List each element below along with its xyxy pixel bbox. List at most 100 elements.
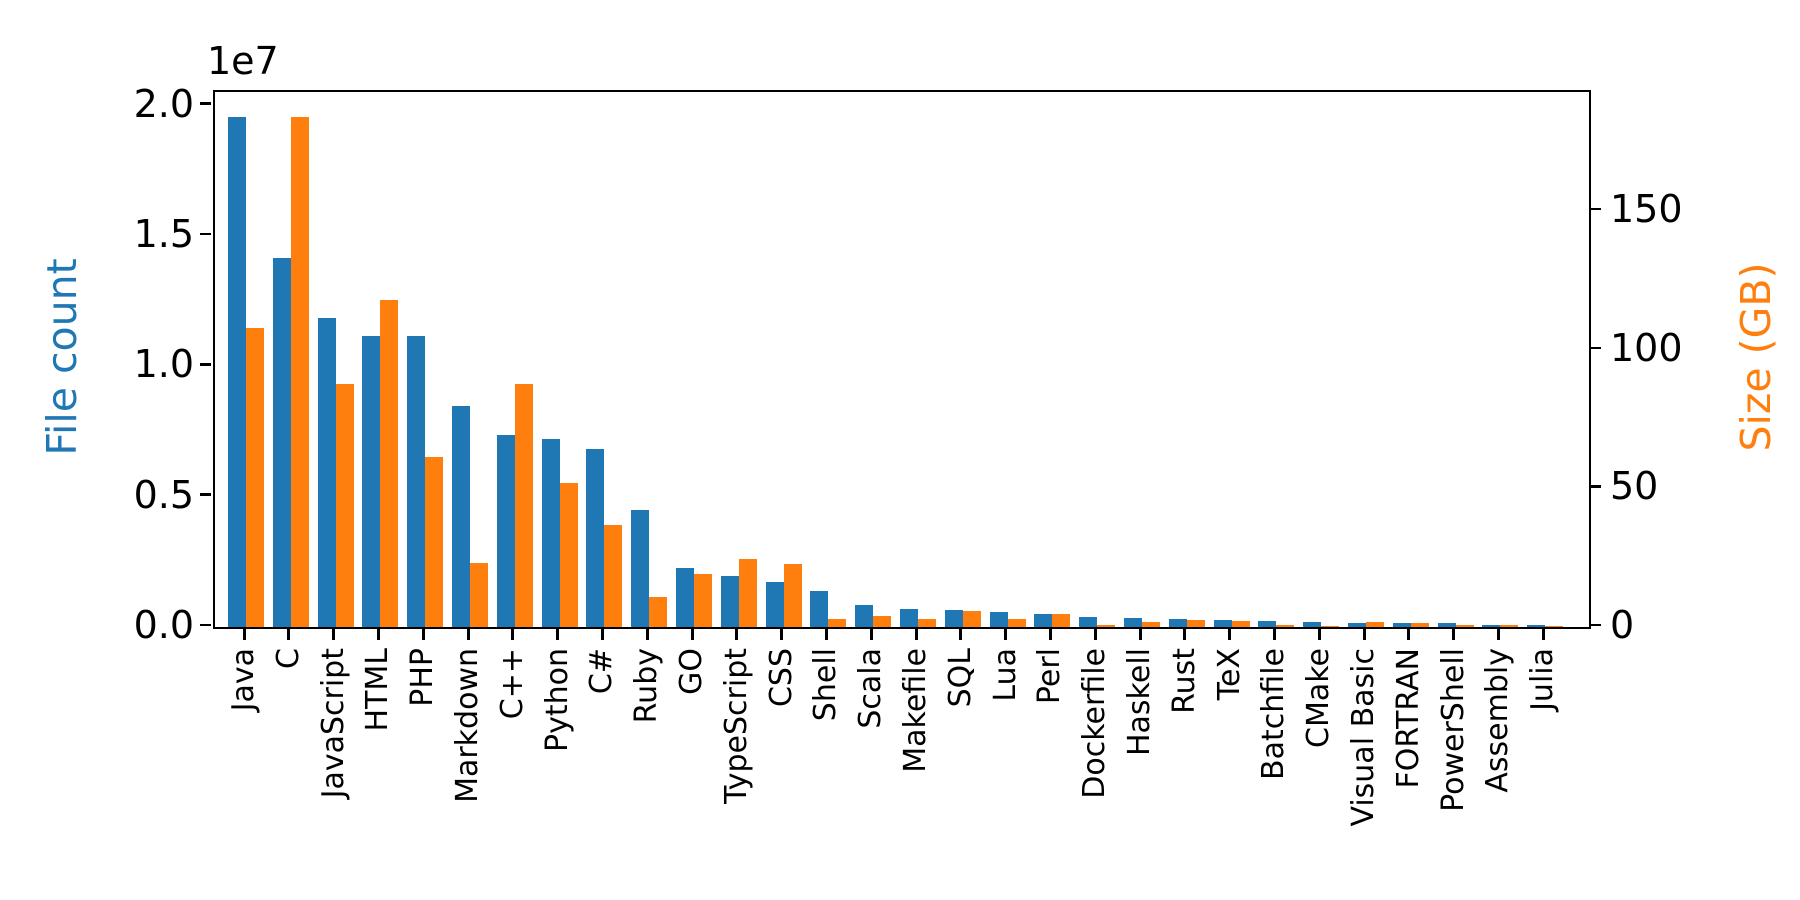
y-tick-label-left: 1.0 xyxy=(133,342,194,387)
x-tick-label-java: Java xyxy=(226,648,261,712)
x-tick-label-sql: SQL xyxy=(943,648,978,707)
bar-file-count-python xyxy=(541,439,560,627)
x-tick-markdown xyxy=(466,627,470,640)
bar-size-gb-batchfile xyxy=(1276,625,1295,627)
x-tick-label-powershell: PowerShell xyxy=(1435,648,1471,812)
x-tick-label-julia: Julia xyxy=(1525,648,1560,711)
x-tick-c xyxy=(511,627,515,640)
y-tick-right xyxy=(1589,346,1601,350)
x-tick-batchfile xyxy=(1272,627,1276,640)
x-tick-tex xyxy=(1228,627,1232,640)
bar-file-count-css xyxy=(765,582,784,627)
x-tick-label-c: C# xyxy=(584,648,620,695)
bar-size-gb-python xyxy=(559,483,578,627)
x-tick-c xyxy=(600,627,604,640)
x-tick-label-text: Rust xyxy=(1166,648,1202,714)
x-tick-label-fortran: FORTRAN xyxy=(1391,648,1426,788)
x-tick-label-text: C xyxy=(270,648,306,669)
bar-size-gb-c xyxy=(514,384,533,627)
x-tick-label-html: HTML xyxy=(360,648,396,732)
x-tick-visual-basic xyxy=(1362,627,1366,640)
y-tick-left xyxy=(199,493,211,496)
bar-file-count-rust xyxy=(1168,619,1187,627)
x-tick-label-text: C# xyxy=(584,648,620,695)
x-tick-label-text: Scala xyxy=(853,648,889,729)
bar-size-gb-java xyxy=(246,328,264,627)
bar-file-count-cmake xyxy=(1303,622,1322,627)
x-tick-label-perl: Perl xyxy=(1032,648,1067,704)
bar-size-gb-rust xyxy=(1186,620,1205,627)
x-tick-python xyxy=(556,627,560,640)
bar-size-gb-tex xyxy=(1231,621,1250,627)
x-tick-rust xyxy=(1183,627,1187,640)
bar-file-count-batchfile xyxy=(1258,621,1277,627)
x-tick-fortran xyxy=(1407,627,1411,640)
bar-file-count-typescript xyxy=(720,576,739,627)
x-tick-label-text: Java xyxy=(226,648,261,712)
x-tick-label-assembly: Assembly xyxy=(1480,648,1516,793)
x-tick-label-lua: Lua xyxy=(988,648,1023,702)
x-tick-label-dockerfile: Dockerfile xyxy=(1077,648,1112,799)
x-tick-label-text: HTML xyxy=(360,648,396,732)
x-tick-label-text: JavaScript xyxy=(315,648,351,799)
y-tick-right xyxy=(1589,623,1601,627)
x-tick-label-javascript: JavaScript xyxy=(315,648,351,799)
x-tick-label-visual-basic: Visual Basic xyxy=(1346,648,1381,827)
bar-size-gb-css xyxy=(783,564,802,627)
y-tick-label-right: 150 xyxy=(1610,187,1683,232)
plot-area xyxy=(213,90,1591,629)
bar-file-count-scala xyxy=(855,605,874,627)
bar-size-gb-perl xyxy=(1052,614,1071,627)
bar-file-count-go xyxy=(676,568,694,627)
x-tick-sql xyxy=(959,627,963,640)
y-tick-right xyxy=(1589,485,1601,488)
x-tick-label-c: C xyxy=(270,648,306,669)
x-tick-label-makefile: Makefile xyxy=(898,648,933,773)
bar-file-count-c xyxy=(496,435,515,627)
bar-size-gb-typescript xyxy=(738,559,757,627)
bar-file-count-markdown xyxy=(452,406,470,627)
x-tick-haskell xyxy=(1138,627,1142,640)
bar-size-gb-c xyxy=(290,117,309,627)
x-tick-label-text: Haskell xyxy=(1122,648,1157,757)
y-tick-label-left: 2.0 xyxy=(133,81,194,126)
x-tick-label-text: PowerShell xyxy=(1435,648,1471,812)
x-tick-javascript xyxy=(332,627,336,640)
x-tick-dockerfile xyxy=(1093,627,1097,640)
bar-file-count-powershell xyxy=(1437,623,1456,627)
x-tick-label-text: CSS xyxy=(763,648,799,708)
x-tick-label-text: Assembly xyxy=(1480,648,1516,793)
bar-size-gb-c xyxy=(604,525,623,627)
bar-file-count-lua xyxy=(989,612,1008,627)
bar-size-gb-makefile xyxy=(918,619,936,627)
bar-size-gb-lua xyxy=(1007,619,1026,627)
bar-size-gb-markdown xyxy=(470,563,488,627)
bar-file-count-dockerfile xyxy=(1079,617,1098,627)
x-tick-css xyxy=(780,627,784,640)
x-tick-label-go: GO xyxy=(674,648,709,695)
bar-file-count-perl xyxy=(1034,614,1053,627)
y-axis-offset-text: 1e7 xyxy=(207,39,279,83)
x-tick-label-tex: TeX xyxy=(1212,648,1247,700)
bar-file-count-html xyxy=(362,336,381,627)
bar-file-count-shell xyxy=(810,591,829,627)
y-tick-label-left: 0.5 xyxy=(133,472,194,517)
bar-size-gb-sql xyxy=(962,611,981,627)
x-tick-lua xyxy=(1004,627,1008,640)
x-tick-label-text: Markdown xyxy=(450,648,485,803)
bar-size-gb-php xyxy=(425,457,444,627)
x-tick-makefile xyxy=(914,627,918,640)
bar-file-count-assembly xyxy=(1482,625,1501,627)
y-tick-left xyxy=(199,363,211,366)
x-tick-label-text: Makefile xyxy=(898,648,933,773)
x-tick-label-scala: Scala xyxy=(853,648,889,729)
x-tick-label-text: PHP xyxy=(405,648,441,707)
bar-size-gb-assembly xyxy=(1500,625,1519,627)
bar-size-gb-javascript xyxy=(335,384,354,627)
x-tick-label-cmake: CMake xyxy=(1301,648,1336,748)
x-tick-c xyxy=(287,627,291,640)
x-tick-label-text: Batchfile xyxy=(1256,648,1292,780)
x-tick-label-php: PHP xyxy=(405,648,441,707)
bars-layer xyxy=(215,92,1589,627)
